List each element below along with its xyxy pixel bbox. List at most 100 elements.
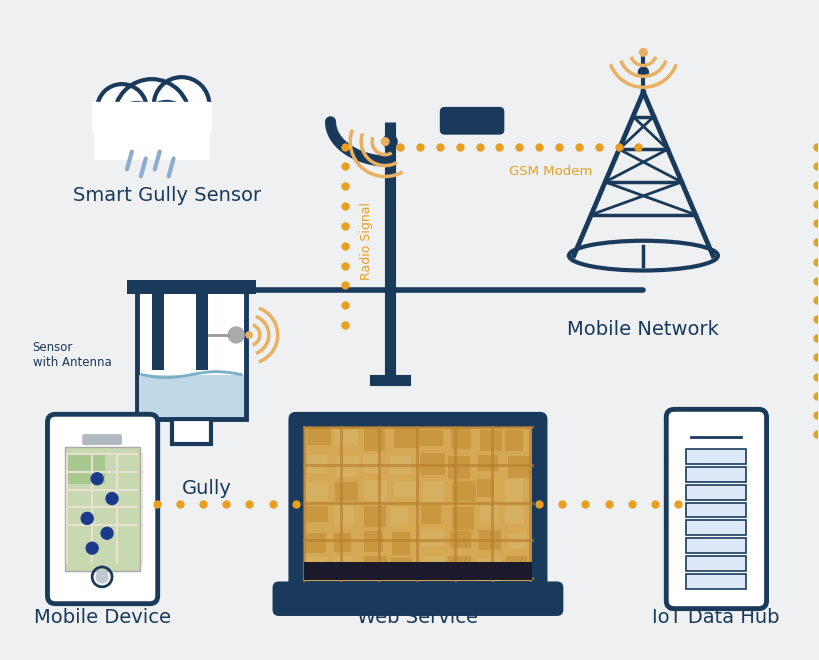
Text: Radio Signal: Radio Signal bbox=[360, 202, 373, 280]
Bar bbox=[333, 556, 352, 576]
Bar bbox=[686, 539, 744, 553]
Bar bbox=[306, 427, 330, 445]
Bar bbox=[67, 454, 105, 484]
Bar bbox=[477, 559, 502, 581]
FancyBboxPatch shape bbox=[48, 414, 157, 604]
Bar bbox=[420, 504, 441, 524]
Bar bbox=[364, 506, 386, 527]
Text: Web Service: Web Service bbox=[357, 608, 477, 626]
Bar bbox=[197, 290, 208, 370]
Bar bbox=[127, 280, 256, 294]
Bar bbox=[364, 480, 387, 500]
Bar bbox=[508, 456, 531, 478]
Bar bbox=[478, 530, 500, 550]
Bar bbox=[686, 449, 744, 464]
Circle shape bbox=[101, 527, 113, 539]
Bar bbox=[447, 456, 469, 478]
Circle shape bbox=[382, 135, 396, 148]
FancyBboxPatch shape bbox=[666, 409, 766, 609]
Circle shape bbox=[381, 138, 388, 145]
Text: Sensor
with Antenna: Sensor with Antenna bbox=[33, 341, 111, 369]
Bar bbox=[420, 530, 442, 547]
Circle shape bbox=[114, 79, 189, 154]
Bar bbox=[449, 531, 470, 548]
Bar bbox=[451, 508, 473, 530]
Bar bbox=[303, 427, 532, 581]
Bar bbox=[686, 556, 744, 571]
Bar bbox=[335, 456, 359, 477]
Bar bbox=[307, 455, 326, 473]
Bar bbox=[334, 504, 354, 526]
Bar bbox=[419, 453, 444, 475]
Circle shape bbox=[142, 102, 192, 152]
Bar bbox=[450, 427, 470, 449]
Bar bbox=[390, 508, 408, 526]
Text: Comms Hub: Comms Hub bbox=[330, 414, 449, 433]
FancyBboxPatch shape bbox=[137, 290, 246, 419]
FancyBboxPatch shape bbox=[439, 107, 504, 135]
Bar bbox=[305, 506, 327, 522]
Bar bbox=[363, 454, 381, 473]
Bar bbox=[334, 482, 358, 500]
Bar bbox=[333, 533, 351, 552]
Bar bbox=[334, 429, 358, 446]
Circle shape bbox=[639, 49, 646, 56]
Circle shape bbox=[228, 327, 244, 343]
Bar bbox=[364, 429, 385, 451]
Bar bbox=[390, 558, 411, 575]
Circle shape bbox=[86, 543, 98, 554]
Bar bbox=[423, 480, 443, 504]
Circle shape bbox=[91, 473, 103, 484]
Text: Gully: Gully bbox=[181, 478, 231, 498]
Text: Mobile Network: Mobile Network bbox=[567, 320, 718, 339]
Bar bbox=[447, 556, 470, 575]
FancyBboxPatch shape bbox=[289, 413, 545, 595]
Bar bbox=[303, 562, 532, 580]
FancyBboxPatch shape bbox=[274, 583, 561, 614]
Circle shape bbox=[81, 512, 93, 524]
Bar bbox=[305, 557, 326, 576]
Bar bbox=[152, 290, 164, 370]
Bar bbox=[505, 430, 523, 451]
Bar bbox=[477, 455, 498, 471]
Bar bbox=[509, 533, 527, 549]
Bar bbox=[686, 484, 744, 500]
Bar bbox=[686, 520, 744, 535]
Bar bbox=[686, 502, 744, 517]
Circle shape bbox=[96, 571, 108, 583]
Text: IoT Data Hub: IoT Data Hub bbox=[651, 608, 779, 626]
Bar bbox=[390, 456, 410, 475]
Bar bbox=[686, 467, 744, 482]
Bar bbox=[420, 556, 444, 578]
Circle shape bbox=[106, 492, 118, 504]
Bar bbox=[505, 556, 527, 573]
Bar bbox=[305, 482, 327, 500]
Bar bbox=[505, 478, 523, 502]
Circle shape bbox=[246, 332, 252, 338]
Bar bbox=[476, 478, 494, 496]
Bar bbox=[364, 531, 382, 552]
Bar bbox=[419, 430, 442, 446]
Circle shape bbox=[638, 67, 648, 77]
Bar bbox=[479, 430, 502, 451]
Bar bbox=[505, 506, 523, 524]
Text: Mobile Device: Mobile Device bbox=[34, 608, 170, 626]
Bar bbox=[94, 125, 209, 160]
Bar bbox=[364, 556, 387, 579]
Bar bbox=[479, 504, 497, 522]
Text: GSM Modem: GSM Modem bbox=[509, 165, 592, 178]
FancyBboxPatch shape bbox=[82, 434, 122, 445]
Circle shape bbox=[97, 84, 147, 134]
Bar bbox=[66, 447, 140, 571]
Bar bbox=[451, 480, 475, 500]
Bar bbox=[92, 102, 211, 132]
Bar bbox=[394, 428, 418, 448]
Bar bbox=[171, 419, 211, 444]
Bar bbox=[686, 574, 744, 589]
Text: Smart Gully Sensor: Smart Gully Sensor bbox=[73, 186, 260, 205]
Bar bbox=[391, 532, 410, 555]
Bar bbox=[138, 375, 244, 417]
Bar bbox=[305, 533, 325, 553]
Bar bbox=[394, 480, 415, 496]
Circle shape bbox=[153, 77, 209, 133]
